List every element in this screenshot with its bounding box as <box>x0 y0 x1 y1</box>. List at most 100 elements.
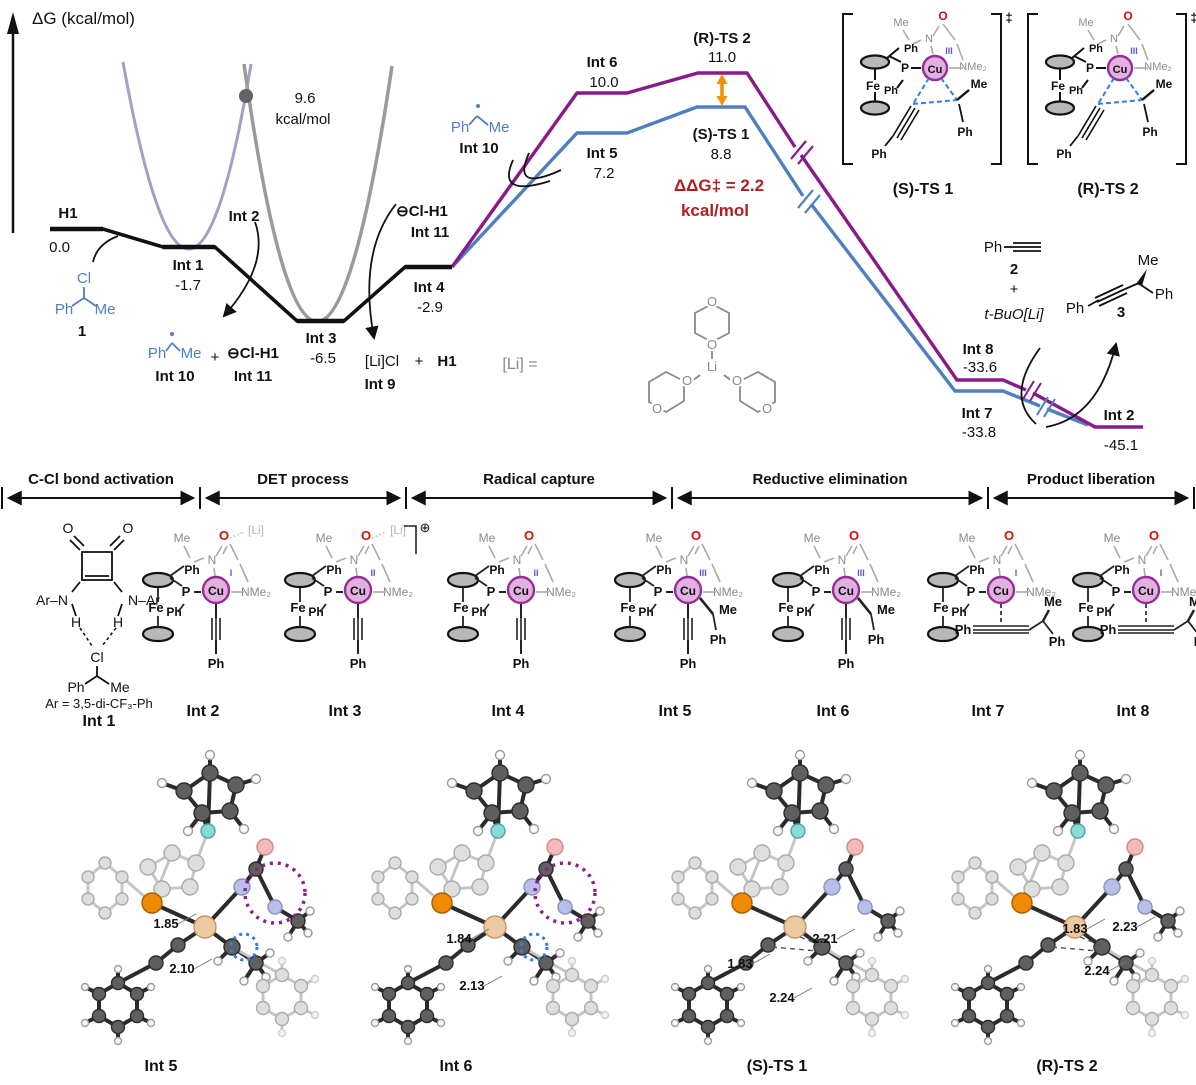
figure-shape <box>305 906 315 916</box>
figure-shape <box>1023 880 1041 898</box>
nme2-label: NMe₂ <box>871 585 901 599</box>
figure-shape <box>694 545 700 555</box>
figure-shape <box>265 948 275 958</box>
me-label: Me <box>971 77 988 91</box>
figure-shape <box>1159 543 1169 561</box>
crossing-unit: kcal/mol <box>275 111 330 128</box>
radical-me-label: Me <box>181 345 202 362</box>
figure-shape <box>1083 956 1093 966</box>
o-atom-label: O <box>652 401 662 416</box>
figure-shape <box>293 978 309 994</box>
figure-shape <box>496 771 502 833</box>
figure-shape <box>777 854 795 872</box>
figure-shape <box>1103 878 1121 896</box>
figure-shape <box>370 982 380 992</box>
figure-shape <box>528 823 540 835</box>
figure-shape <box>896 79 904 89</box>
figure-shape <box>1173 928 1183 938</box>
fe-label: Fe <box>933 600 948 615</box>
figure-shape <box>884 135 894 147</box>
ph-label: Ph <box>796 605 811 619</box>
n-label: N <box>838 553 847 567</box>
ph-label: Ph <box>871 147 886 161</box>
me-label: Me <box>893 17 908 29</box>
figure-shape <box>926 571 960 589</box>
nme2-label: NMe₂ <box>713 585 743 599</box>
figure-shape <box>986 575 1016 605</box>
alkyne-2: Ph 2 + t-BuO[Li] <box>984 239 1045 323</box>
level-energy-int5: 7.2 <box>594 165 615 182</box>
figure-shape <box>671 870 685 884</box>
figure-shape <box>83 297 97 307</box>
figure-shape <box>229 543 239 561</box>
ph-label: Ph <box>814 563 829 577</box>
figure-shape <box>680 373 694 387</box>
figure-shape <box>583 1000 599 1016</box>
alkyne-number: 2 <box>1010 261 1018 278</box>
figure-shape <box>511 802 529 820</box>
figure-shape <box>141 571 175 589</box>
figure-shape <box>811 802 829 820</box>
figure-shape <box>1036 396 1049 416</box>
figure-shape <box>381 563 391 583</box>
licl-h1: H1 <box>437 353 456 370</box>
cu-oxidation-state: III <box>699 568 707 578</box>
figure-shape <box>641 577 655 587</box>
li-legend-rings <box>648 302 776 414</box>
figure-shape <box>873 932 883 942</box>
figure-shape <box>930 45 934 55</box>
figure-shape <box>283 932 293 942</box>
p-label: P <box>1112 584 1121 599</box>
figure-shape <box>513 938 531 956</box>
ph-label: Ph <box>184 563 199 577</box>
substrate-cl-label: Cl <box>77 270 91 287</box>
figure-shape <box>1109 976 1119 986</box>
figure-shape <box>1079 936 1101 946</box>
figure-shape <box>113 581 123 593</box>
figure-shape <box>746 777 758 789</box>
figure-shape <box>148 955 164 971</box>
figure-shape <box>311 577 325 587</box>
stage-label-4: Reductive elimination <box>752 471 907 488</box>
figure-shape <box>951 892 965 906</box>
figure-shape <box>843 567 846 577</box>
figure-shape <box>1040 937 1056 953</box>
arrow-int2-to-int10 <box>222 221 260 318</box>
cu-label: Cu <box>1138 584 1154 598</box>
figure-shape <box>343 575 373 605</box>
figure-shape <box>290 913 306 929</box>
figure-shape <box>1014 543 1024 561</box>
figure-shape <box>900 974 910 984</box>
figure-shape <box>248 955 264 971</box>
figure-shape <box>895 906 905 916</box>
figure-shape <box>404 525 417 554</box>
figure-shape <box>797 189 814 209</box>
figure-shape <box>950 1018 960 1028</box>
arrow-hook-radical-1 <box>508 159 551 188</box>
bond-length-value: 2.24 <box>769 990 795 1005</box>
figure-shape <box>729 858 747 876</box>
figure-shape <box>471 878 489 896</box>
figure-shape <box>1176 13 1187 165</box>
figure-shape <box>1052 825 1064 837</box>
level-label-int3: Int 3 <box>306 330 337 347</box>
figure-shape <box>238 823 250 835</box>
figure-shape <box>403 1036 413 1046</box>
figure-shape <box>371 870 385 884</box>
figure-shape <box>538 955 554 971</box>
figure-shape <box>1063 915 1087 939</box>
p-label: P <box>967 584 976 599</box>
figure-shape <box>583 978 599 994</box>
ph-label: Ph <box>680 656 697 671</box>
ph-label: Ph <box>326 563 341 577</box>
figure-shape <box>494 749 506 761</box>
figure-shape <box>446 777 458 789</box>
figure-shape <box>1169 563 1179 583</box>
figure-shape <box>751 953 771 965</box>
figure-shape <box>1057 854 1075 872</box>
o-label: O <box>361 528 371 543</box>
figure-shape <box>857 899 873 915</box>
